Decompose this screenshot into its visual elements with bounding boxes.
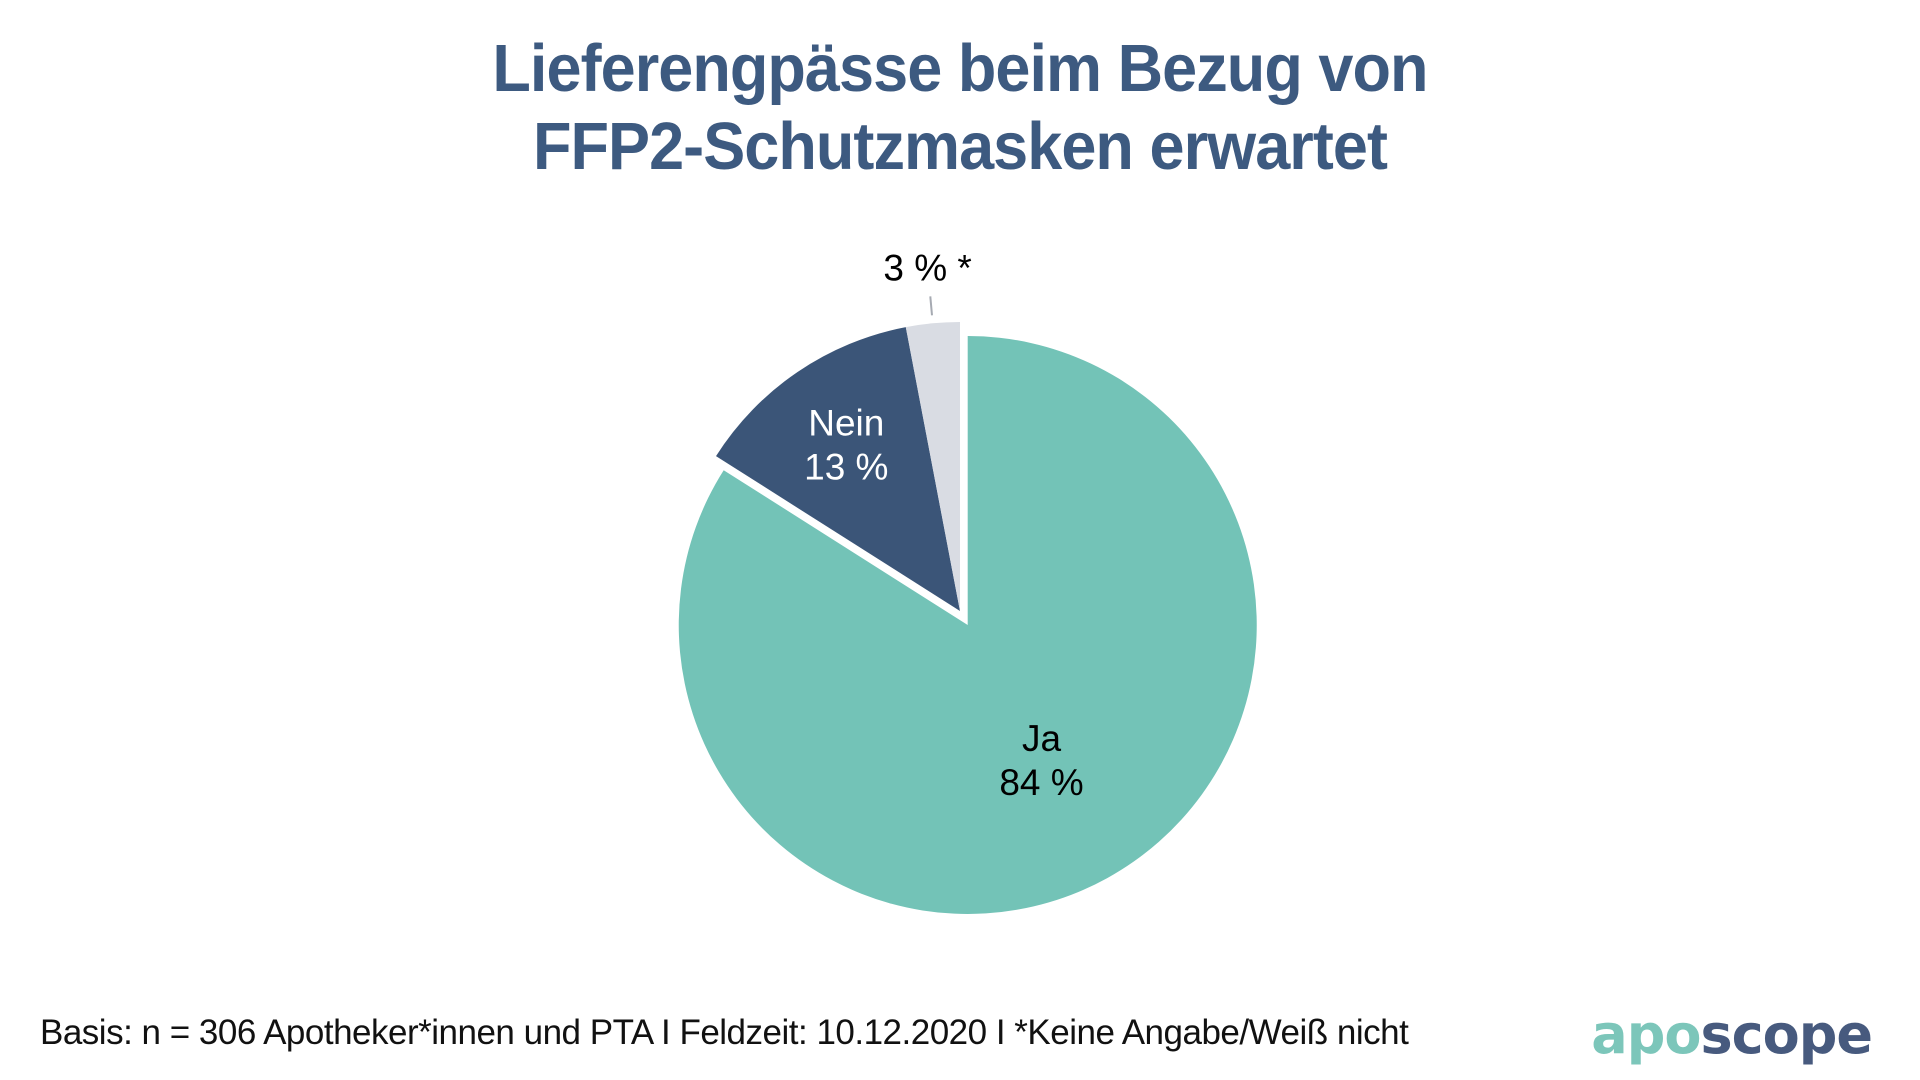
leader-line-keine-angabe	[929, 296, 933, 316]
slice-value-keine-angabe: 3 % *	[883, 248, 971, 289]
chart-title-line1: Lieferengpässe beim Bezug von	[492, 31, 1428, 106]
basis-footnote: Basis: n = 306 Apotheker*innen und PTA I…	[40, 1012, 1409, 1052]
logo-part-scope: scope	[1700, 1003, 1873, 1066]
pie-slice-ja	[678, 336, 1257, 914]
pie-slice-keine-angabe	[905, 321, 960, 611]
pie-slice-nein	[716, 327, 960, 611]
chart-title-line2: FFP2-Schutzmasken erwartet	[532, 109, 1388, 184]
slice-label-nein: Nein	[808, 403, 884, 444]
slice-label-ja: Ja	[1022, 718, 1062, 759]
chart-title: Lieferengpässe beim Bezug von FFP2-Schut…	[58, 30, 1863, 186]
aposcope-logo: aposcope	[1591, 1003, 1873, 1066]
logo-part-apo: apo	[1591, 1003, 1701, 1066]
slice-value-nein: 13 %	[804, 447, 888, 488]
slice-value-ja: 84 %	[999, 762, 1083, 803]
